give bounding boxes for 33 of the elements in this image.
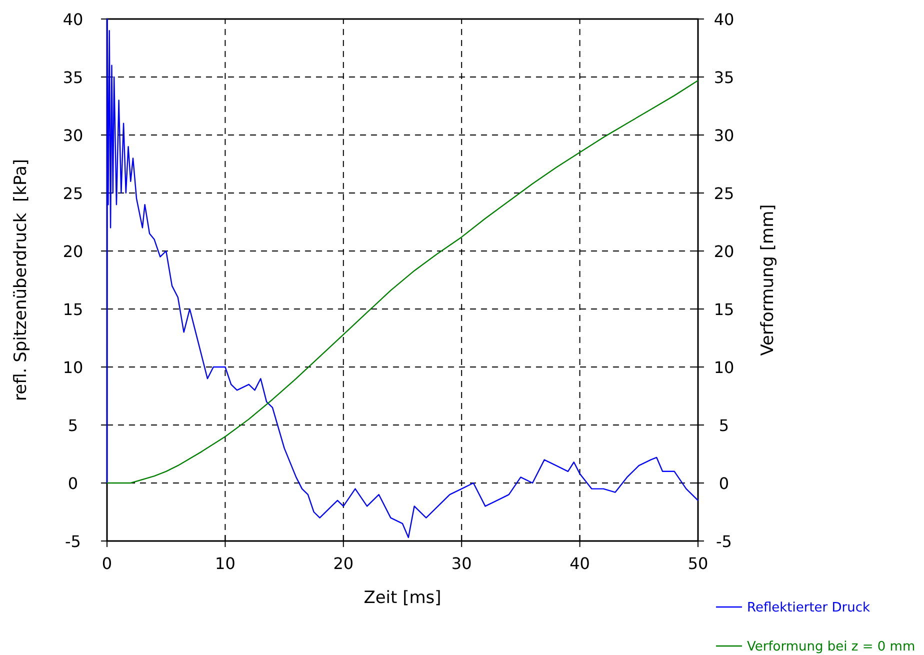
y-axis-title: refl. Spitzenüberdruck [kPa]	[11, 158, 31, 402]
x-tick-label: 0	[102, 554, 112, 573]
y2-tick-label: 35	[714, 68, 734, 87]
y2-tick-label: 15	[714, 300, 734, 319]
y-tick-label: 30	[62, 126, 84, 145]
y2-tick-label: 40	[714, 10, 734, 29]
y-tick-label: 25	[62, 184, 84, 203]
y-tick-label: -5	[65, 532, 81, 551]
legend-label: Verformung bei z = 0 mm	[747, 640, 916, 654]
y2-tick-label: 0	[718, 474, 730, 493]
y-tick-label: 15	[62, 300, 84, 319]
x-axis-title: Zeit [ms]	[364, 588, 442, 608]
legend-label: Reflektierter Druck	[747, 600, 871, 616]
y2-tick-label: 5	[718, 416, 730, 435]
y-tick-label: 40	[62, 10, 84, 29]
x-tick-label: 10	[215, 554, 236, 573]
y2-tick-label: 10	[714, 358, 734, 377]
y2-axis-title: Verformung [mm]	[758, 204, 778, 356]
y-tick-label: 35	[62, 68, 84, 87]
y2-tick-label: 30	[714, 126, 734, 145]
y2-tick-label: 25	[714, 184, 734, 203]
y2-tick-label: -5	[716, 532, 732, 551]
y2-tick-label: 20	[714, 242, 734, 261]
y-tick-label: 20	[62, 242, 84, 261]
x-tick-label: 20	[333, 554, 354, 573]
x-tick-label: 30	[451, 554, 472, 573]
y-tick-label: 5	[68, 416, 78, 435]
line-series	[106, 18, 699, 538]
x-tick-label: 40	[570, 554, 590, 573]
line-series	[106, 80, 699, 484]
y-tick-label: 0	[68, 474, 78, 493]
y-tick-label: 10	[62, 358, 84, 377]
x-tick-label: 50	[688, 554, 708, 573]
